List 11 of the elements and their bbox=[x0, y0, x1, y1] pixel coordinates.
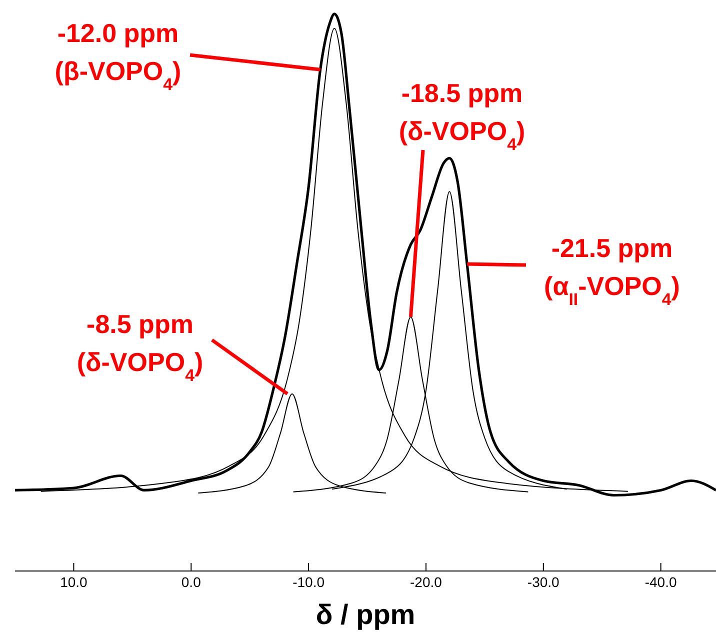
annotation: -8.5 ppm (δ-VOPO$_{4}$) bbox=[76, 309, 204, 384]
annotation: -18.5 ppm (δ-VOPO$_{4}$) bbox=[398, 78, 526, 154]
x-tick-label: -40.0 bbox=[644, 574, 677, 590]
x-tick-label: -20.0 bbox=[410, 574, 442, 590]
x-tick-label: 10.0 bbox=[60, 574, 88, 590]
annotation: -21.5 ppm (α$_{II}$-VOPO$_{4}$) bbox=[544, 233, 680, 308]
x-tick-label: 0.0 bbox=[181, 574, 202, 590]
x-tick-label: -10.0 bbox=[292, 574, 325, 590]
x-axis-title: δ / ppm bbox=[316, 599, 416, 630]
x-tick-label: -30.0 bbox=[527, 574, 560, 590]
annotation: -12.0 ppm (β-VOPO$_{4}$) bbox=[54, 18, 182, 94]
